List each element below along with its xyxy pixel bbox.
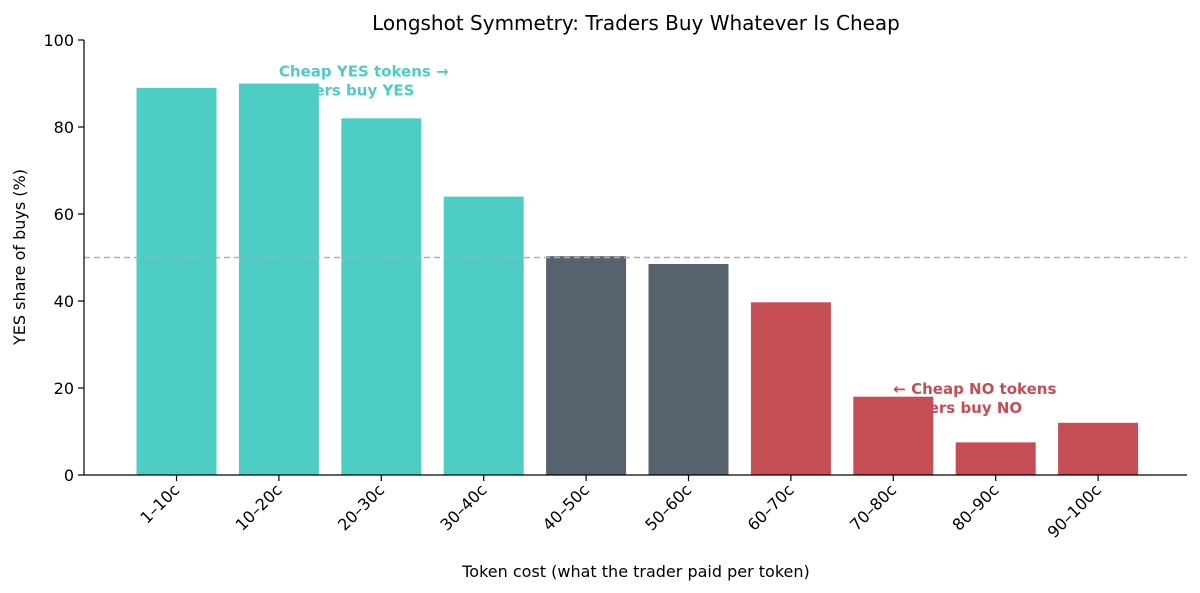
x-tick-label: 10–20c	[232, 480, 286, 534]
x-tick-label: 20–30c	[334, 480, 388, 534]
y-tick-label: 60	[54, 205, 74, 224]
y-axis: 0 20 40 60 80 100	[43, 31, 85, 485]
y-axis-label: YES share of buys (%)	[10, 169, 29, 346]
x-tick-label: 60–70c	[744, 480, 798, 534]
x-tick-label: 70–80c	[846, 480, 900, 534]
y-tick-label: 100	[43, 31, 74, 50]
y-tick-label: 0	[64, 466, 74, 485]
annotation-line: traders buy YES	[279, 81, 414, 99]
annotation-line: Cheap YES tokens →	[279, 62, 449, 80]
annotation-2: ← Cheap NO tokens traders buy NO	[893, 380, 1056, 417]
bar-80–90c	[955, 442, 1036, 475]
annotation-1: Cheap YES tokens → traders buy YES	[279, 62, 449, 99]
chart-title: Longshot Symmetry: Traders Buy Whatever …	[372, 11, 900, 35]
x-tick-label: 80–90c	[948, 480, 1002, 534]
bar-30–40c	[443, 196, 524, 475]
bar-1–10c	[136, 87, 217, 475]
bars	[136, 83, 1139, 476]
x-tick-label: 90–100c	[1044, 480, 1105, 541]
y-tick-label: 40	[54, 292, 74, 311]
x-tick-label: 30–40c	[436, 480, 490, 534]
x-axis-label: Token cost (what the trader paid per tok…	[461, 562, 809, 581]
y-tick-label: 20	[54, 379, 74, 398]
bar-20–30c	[341, 118, 422, 476]
x-tick-label: 1–10c	[136, 480, 183, 527]
bar-70–80c	[853, 396, 934, 475]
annotation-line: ← Cheap NO tokens	[893, 380, 1056, 398]
annotation-line: traders buy NO	[893, 399, 1022, 417]
x-axis: 1–10c 10–20c 20–30c 30–40c 40–50c 50–60c 60–70…	[84, 474, 1187, 542]
bar-60–70c	[750, 302, 831, 475]
y-tick-label: 80	[54, 118, 74, 137]
bar-50–60c	[648, 264, 729, 475]
x-tick-label: 40–50c	[539, 480, 593, 534]
bar-90–100c	[1058, 422, 1139, 475]
bar-10–20c	[238, 83, 319, 475]
annotations: Cheap YES tokens → traders buy YES ← Cheap…	[279, 62, 1057, 417]
bar-40–50c	[546, 256, 627, 475]
x-tick-label: 50–60c	[641, 480, 695, 534]
